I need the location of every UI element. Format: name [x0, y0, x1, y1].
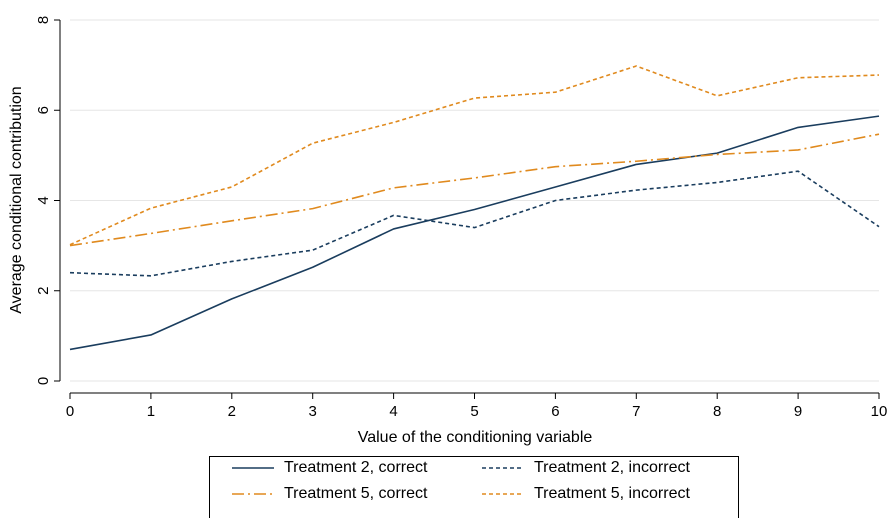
legend-label: Treatment 2, correct	[284, 459, 428, 476]
y-axis-title: Average conditional contribution	[8, 86, 25, 313]
series-line-treatment-2-incorrect	[69, 170, 880, 277]
legend-item: Treatment 5, correct	[230, 482, 427, 506]
legend-item: Treatment 2, correct	[230, 456, 427, 480]
legend-item: Treatment 2, incorrect	[480, 456, 690, 480]
legend-label: Treatment 5, correct	[284, 485, 428, 502]
x-tick-label: 10	[871, 403, 888, 420]
x-tick-label: 2	[228, 403, 236, 420]
y-tick-label: 6	[35, 106, 52, 114]
y-tick-label: 4	[35, 196, 52, 204]
gridlines	[70, 19, 879, 382]
series-line-treatment-5-incorrect	[69, 65, 880, 246]
legend-swatch	[232, 493, 274, 495]
x-tick-label: 1	[147, 403, 155, 420]
x-tick-label: 8	[713, 403, 721, 420]
x-tick-label: 5	[470, 403, 478, 420]
y-tick-label: 8	[35, 16, 52, 24]
legend-swatch	[482, 467, 524, 469]
x-tick-label: 3	[309, 403, 317, 420]
x-axis-title: Value of the conditioning variable	[358, 429, 593, 446]
x-tick-label: 6	[551, 403, 559, 420]
legend: Treatment 2, correct Treatment 2, incorre…	[209, 456, 739, 518]
x-tick-label: 7	[632, 403, 640, 420]
series-line-treatment-5-correct	[69, 133, 880, 247]
x-tick-label: 9	[794, 403, 802, 420]
series-lines	[69, 65, 880, 351]
x-tick-label: 0	[66, 403, 74, 420]
legend-swatch	[232, 467, 274, 469]
legend-label: Treatment 5, incorrect	[534, 485, 690, 502]
series-line-treatment-2-correct	[69, 115, 880, 351]
y-tick-label: 2	[35, 287, 52, 295]
x-tick-label: 4	[389, 403, 397, 420]
legend-item: Treatment 5, incorrect	[480, 482, 690, 506]
line-chart: 0 2 4 6 8 0 1 2 3 4 5 6 7 8 9 10 Value of the condition…	[8, 16, 887, 446]
legend-label: Treatment 2, incorrect	[534, 459, 690, 476]
y-tick-label: 0	[35, 377, 52, 385]
legend-swatch	[482, 493, 524, 495]
axes: 0 2 4 6 8 0 1 2 3 4 5 6 7 8 9 10	[35, 16, 887, 420]
